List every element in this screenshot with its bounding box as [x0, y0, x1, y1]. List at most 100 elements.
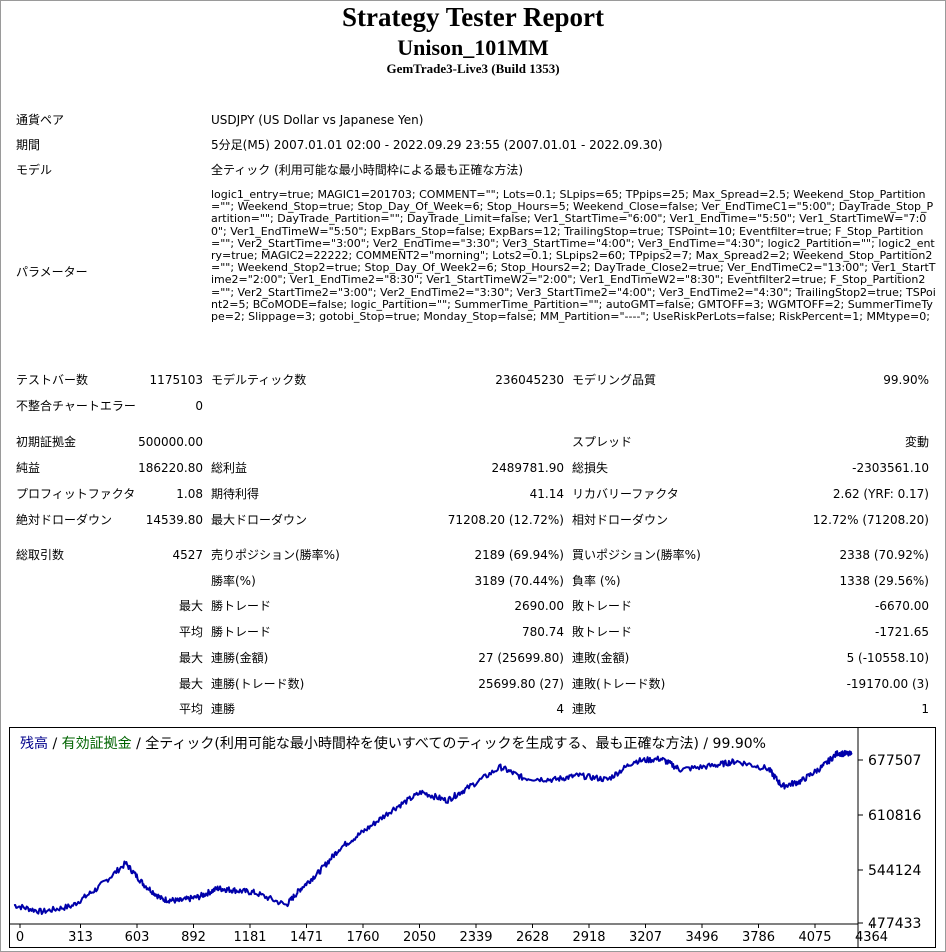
max-cons-loss-cnt-value: -19170.00 (3) [846, 677, 929, 691]
y-tick-labels: 677507 610816 544124 477433 [858, 753, 922, 932]
max-cons-amt-prefix: 最大 [178, 651, 203, 665]
lossrate-value: 1338 (29.56%) [839, 574, 929, 588]
largest-prefix: 最大 [178, 599, 203, 613]
x-tick-label: 2628 [516, 930, 549, 945]
x-tick-label: 313 [68, 930, 93, 945]
symbol-label: 通貨ペア [16, 113, 65, 127]
ticks-value: 236045230 [495, 373, 564, 387]
bars-value: 1175103 [149, 373, 203, 387]
pf-value: 1.08 [176, 487, 203, 501]
gross-profit-label: 総利益 [211, 461, 248, 475]
x-tick-label: 1181 [233, 930, 266, 945]
bars-label: テストバー数 [16, 373, 89, 387]
x-tick-label: 3786 [742, 930, 775, 945]
params-value: logic1_entry=true; MAGIC1=201703; COMMEN… [211, 188, 936, 324]
net-label: 純益 [16, 461, 41, 475]
x-tick-label: 603 [125, 930, 150, 945]
max-cons-loss-amt-value: 5 (-10558.10) [846, 651, 929, 665]
expected-label: 期待利得 [211, 487, 260, 501]
avg-win-label: 勝トレード [211, 625, 272, 639]
avg-win-value: 780.74 [522, 625, 564, 639]
rel-dd-value: 12.72% (71208.20) [812, 513, 929, 527]
y-tick-label: 610816 [868, 808, 922, 824]
chart-border [9, 727, 936, 948]
avg-cons-loss-label: 連敗 [572, 702, 597, 716]
recovery-value: 2.62 (YRF: 0.17) [832, 487, 929, 501]
gross-loss-value: -2303561.10 [852, 461, 929, 475]
quality-label: モデリング品質 [572, 373, 657, 387]
trades-label: 総取引数 [16, 548, 65, 562]
ea-name: Unison_101MM [397, 35, 549, 60]
legend-separator: / [48, 736, 62, 752]
gross-profit-value: 2489781.90 [491, 461, 564, 475]
legend-equity: 有効証拠金 [62, 736, 132, 752]
x-tick-label: 2918 [572, 930, 605, 945]
legend-model-quality: / 全ティック(利用可能な最小時間枠を使いすべてのティックを生成する、最も正確な… [132, 735, 766, 752]
symbol-value: USDJPY (US Dollar vs Japanese Yen) [211, 113, 424, 127]
short-value: 2189 (69.94%) [474, 548, 564, 562]
avg-loss-label: 敗トレード [572, 625, 633, 639]
avg-loss-value: -1721.65 [875, 625, 929, 639]
winrate-value: 3189 (70.44%) [474, 574, 564, 588]
balance-line [13, 749, 853, 915]
x-tick-label: 4364 [855, 930, 888, 945]
max-cons-win-cnt-label: 連勝(トレード数) [211, 677, 305, 691]
x-tick-label: 4075 [798, 930, 831, 945]
chart-legend: 残高 / 有効証拠金 / 全ティック(利用可能な最小時間枠を使いすべてのティック… [20, 735, 766, 752]
expected-value: 41.14 [529, 487, 564, 501]
max-cons-win-amt-label: 連勝(金額) [211, 651, 269, 665]
balance-chart: 残高 / 有効証拠金 / 全ティック(利用可能な最小時間枠を使いすべてのティック… [9, 727, 936, 948]
model-value: 全ティック (利用可能な最小時間枠による最も正確な方法) [211, 163, 524, 177]
report-title: Strategy Tester Report [342, 2, 604, 32]
x-tick-labels: 0 313 603 892 1181 1471 1760 2050 2339 2628 2918 32… [16, 924, 888, 945]
y-tick-label: 477433 [868, 916, 921, 932]
largest-loss-label: 敗トレード [572, 599, 633, 613]
x-tick-label: 3207 [629, 930, 662, 945]
max-dd-value: 71208.20 (12.72%) [447, 513, 564, 527]
x-tick-label: 0 [16, 930, 24, 945]
x-tick-label: 2339 [459, 930, 492, 945]
ticks-label: モデルティック数 [211, 373, 307, 387]
abs-dd-value: 14539.80 [145, 513, 203, 527]
abs-dd-label: 絶対ドローダウン [16, 513, 113, 527]
avg-cons-prefix: 平均 [178, 702, 203, 716]
quality-value: 99.90% [883, 373, 929, 387]
max-cons-win-cnt-value: 25699.80 (27) [478, 677, 564, 691]
model-label: モデル [16, 163, 53, 177]
y-tick-label: 677507 [868, 753, 921, 769]
max-dd-label: 最大ドローダウン [211, 513, 308, 527]
period-value: 5分足(M5) 2007.01.01 02:00 - 2022.09.29 23… [211, 138, 663, 152]
y-tick-label: 544124 [868, 863, 922, 879]
long-label: 買いポジション(勝率%) [572, 548, 701, 562]
mismatch-label: 不整合チャートエラー [16, 399, 136, 413]
mismatch-value: 0 [195, 399, 203, 413]
x-tick-label: 3496 [685, 930, 718, 945]
largest-win-value: 2690.00 [514, 599, 564, 613]
gross-loss-label: 総損失 [572, 461, 609, 475]
average-prefix: 平均 [178, 625, 203, 639]
max-cons-loss-cnt-label: 連敗(トレード数) [572, 677, 666, 691]
x-tick-label: 892 [181, 930, 206, 945]
avg-cons-loss-value: 1 [921, 702, 929, 716]
recovery-label: リカバリーファクタ [572, 487, 679, 501]
build-info: GemTrade3-Live3 (Build 1353) [386, 61, 560, 76]
x-tick-label: 1760 [346, 930, 379, 945]
params-label: パラメーター [16, 265, 88, 279]
trades-value: 4527 [172, 548, 203, 562]
pf-label: プロフィットファクタ [16, 487, 136, 501]
lossrate-label: 負率 (%) [572, 574, 621, 588]
spread-label: スプレッド [572, 435, 633, 449]
avg-cons-win-value: 4 [556, 702, 564, 716]
short-label: 売りポジション(勝率%) [211, 548, 340, 562]
legend-balance: 残高 [20, 735, 48, 752]
x-tick-label: 2050 [403, 930, 436, 945]
deposit-label: 初期証拠金 [16, 435, 77, 449]
avg-cons-win-label: 連勝 [211, 702, 236, 716]
max-cons-loss-amt-label: 連敗(金額) [572, 651, 630, 665]
long-value: 2338 (70.92%) [839, 548, 929, 562]
spread-value: 変動 [904, 435, 929, 449]
max-cons-win-amt-value: 27 (25699.80) [478, 651, 564, 665]
largest-loss-value: -6670.00 [875, 599, 929, 613]
x-tick-label: 1471 [290, 930, 323, 945]
period-label: 期間 [16, 138, 41, 152]
